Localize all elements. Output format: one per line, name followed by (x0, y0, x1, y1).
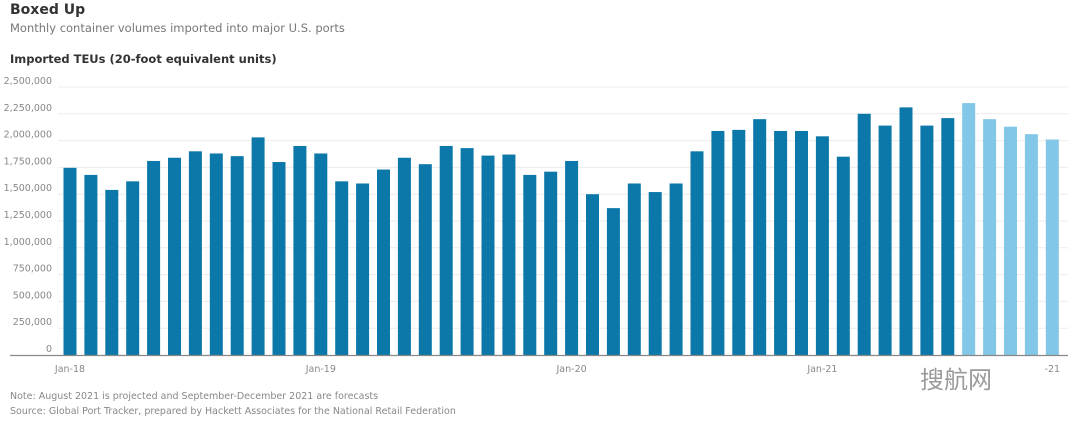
y-tick-label: 2,000,000 (4, 130, 52, 141)
bar-jun-19 (418, 164, 432, 355)
bar-dec-18 (293, 145, 307, 355)
bar-chart: 0 250,000 500,000 750,000 1,000,000 1,250,000… (4, 76, 1068, 375)
bar-jan-21 (815, 136, 829, 355)
bar-jan-19 (314, 153, 328, 355)
bar-feb-19 (335, 181, 349, 355)
bar-aug-20 (711, 130, 725, 355)
bar-oct-20 (753, 119, 767, 355)
chart-title: Boxed Up (10, 2, 86, 18)
bar-dec-20 (795, 130, 808, 355)
x-tick-label: Jan-18 (54, 364, 85, 375)
bar-jul-18 (188, 151, 202, 355)
chart-note: Note: August 2021 is projected and Septe… (10, 391, 379, 402)
bar-apr-20 (627, 183, 641, 355)
bar-may-19 (397, 157, 411, 355)
y-tick-label: 1,500,000 (4, 183, 52, 194)
bar-jan-18 (63, 167, 77, 355)
y-tick-label: 1,750,000 (4, 156, 52, 167)
x-tick-label: Jan-19 (305, 364, 336, 375)
bar-jun-18 (168, 157, 181, 355)
bar-sep-19 (481, 155, 495, 355)
x-tick-label: Jan-21 (806, 364, 837, 375)
y-tick-label: 1,000,000 (4, 237, 52, 248)
y-tick-label: 1,250,000 (4, 210, 52, 221)
bar-jun-21 (920, 125, 934, 355)
y-tick-label: 250,000 (13, 317, 52, 328)
y-axis-label: Imported TEUs (20-foot equivalent units) (10, 52, 277, 66)
bar-aug-21 (962, 103, 976, 355)
bar-jun-20 (669, 183, 683, 355)
x-tick-label: Jan-20 (556, 364, 587, 375)
bar-apr-19 (377, 169, 390, 355)
y-tick-label: 2,250,000 (4, 103, 52, 114)
bar-feb-20 (586, 194, 599, 355)
bar-feb-21 (836, 156, 850, 355)
x-tick-label: -21 (1045, 364, 1061, 375)
bar-oct-18 (251, 137, 265, 355)
bar-apr-18 (126, 181, 140, 355)
bar-oct-19 (502, 154, 516, 355)
bar-aug-19 (460, 148, 474, 355)
bar-oct-21 (1004, 126, 1017, 355)
bar-jul-19 (439, 145, 453, 355)
bar-aug-18 (209, 153, 223, 355)
bar-mar-19 (356, 183, 370, 355)
watermark: 搜航网 (920, 366, 992, 394)
bar-jul-21 (941, 118, 955, 355)
bar-may-21 (899, 107, 913, 355)
bar-dec-21 (1045, 139, 1059, 355)
bar-mar-21 (857, 113, 871, 355)
bar-may-20 (648, 192, 662, 355)
bar-nov-18 (272, 162, 286, 355)
bar-nov-20 (774, 130, 788, 355)
y-tick-label: 2,500,000 (4, 76, 52, 87)
y-tick-label: 0 (46, 344, 52, 355)
bar-dec-19 (544, 171, 558, 355)
bar-feb-18 (84, 174, 98, 355)
bar-nov-19 (523, 174, 537, 355)
bar-apr-21 (878, 125, 892, 355)
bar-sep-21 (983, 119, 997, 355)
bar-nov-21 (1024, 134, 1038, 355)
bar-jan-20 (565, 160, 579, 355)
chart-source: Source: Global Port Tracker, prepared by… (10, 406, 456, 417)
bar-sep-18 (230, 156, 244, 355)
bar-sep-20 (732, 129, 746, 355)
bar-may-18 (147, 160, 161, 355)
bar-jul-20 (690, 151, 704, 355)
y-tick-label: 500,000 (13, 290, 52, 301)
y-tick-label: 750,000 (13, 264, 52, 275)
bar-mar-18 (105, 189, 119, 355)
chart-subtitle: Monthly container volumes imported into … (10, 21, 345, 35)
bar-mar-20 (606, 208, 620, 355)
